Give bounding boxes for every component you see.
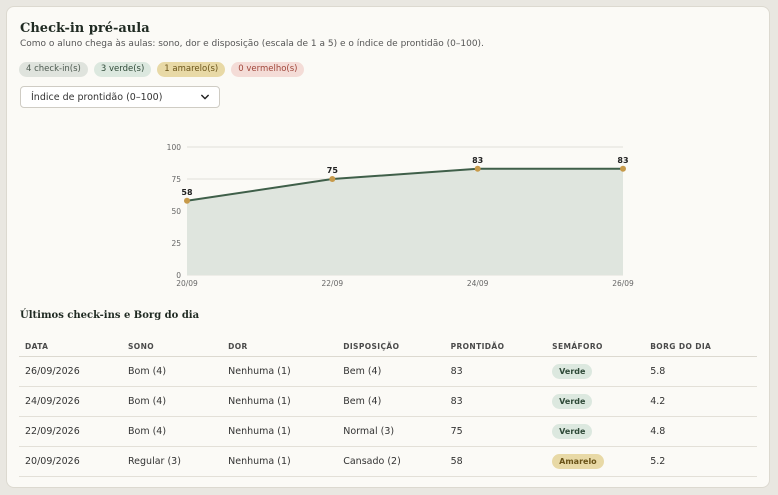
table-body: 26/09/2026 Bom (4) Nenhuma (1) Bem (4) 83 Ver…: [19, 356, 757, 477]
column-header: DATA: [19, 336, 122, 357]
checkin-card: Check-in pré-aula Como o aluno chega às …: [6, 6, 770, 488]
table-cell: Regular (3): [122, 446, 223, 477]
y-tick-label: 25: [171, 239, 181, 248]
table-cell: 24/09/2026: [19, 386, 122, 417]
x-tick-label: 20/09: [176, 279, 198, 288]
table-cell: Amarelo: [546, 446, 645, 477]
table-cell: Bom (4): [122, 356, 223, 387]
y-tick-label: 75: [171, 175, 181, 184]
table-row: 22/09/2026 Bom (4) Nenhuma (1) Normal (3) 75…: [19, 416, 757, 447]
table-cell: Nenhuma (1): [222, 356, 338, 387]
column-header: BORG DO DIA: [644, 336, 757, 357]
chevron-down-icon: [201, 94, 209, 100]
x-tick-label: 26/09: [612, 279, 634, 288]
table-row: 24/09/2026 Bom (4) Nenhuma (1) Bem (4) 83 Ver…: [19, 386, 757, 417]
series-line: [186, 167, 623, 202]
table-cell: 83: [444, 356, 547, 387]
table-cell: Nenhuma (1): [222, 386, 338, 417]
table-title: Últimos check-ins e Borg do dia: [20, 310, 200, 321]
table-cell: Bom (4): [122, 416, 223, 447]
column-header: SEMÁFORO: [546, 336, 645, 357]
y-tick-label: 100: [167, 143, 182, 152]
y-tick-label: 0: [176, 271, 181, 280]
table-cell: 4.8: [644, 416, 757, 447]
y-tick-label: 50: [171, 207, 181, 216]
metric-select[interactable]: Índice de prontidão (0–100): [20, 86, 220, 108]
table-cell: Normal (3): [337, 416, 445, 447]
table-cell: 4.2: [644, 386, 757, 417]
status-badge: Verde: [552, 364, 593, 379]
table-cell: 75: [444, 416, 547, 447]
badge-yellow: 1 amarelo(s): [157, 62, 226, 77]
data-point: [329, 176, 336, 182]
x-tick-label: 22/09: [322, 279, 344, 288]
table-cell: Bem (4): [337, 386, 445, 417]
badge-red: 0 vermelho(s): [231, 62, 305, 77]
table-cell: 83: [444, 386, 547, 417]
column-header: DISPOSIÇÃO: [337, 336, 445, 357]
summary-badges: 4 check-in(s) 3 verde(s) 1 amarelo(s) 0 …: [19, 62, 305, 77]
data-label: 83: [472, 156, 483, 165]
table-cell: Verde: [546, 416, 645, 447]
page-title: Check-in pré-aula: [20, 21, 150, 36]
checkins-table: DATA SONO DOR DISPOSIÇÃO PRONTIDÃO SEMÁFORO BO…: [19, 336, 757, 477]
data-label: 83: [617, 156, 628, 165]
table-header-row: DATA SONO DOR DISPOSIÇÃO PRONTIDÃO SEMÁFORO BO…: [19, 336, 757, 357]
table-cell: 26/09/2026: [19, 356, 122, 387]
table-cell: Nenhuma (1): [222, 446, 338, 477]
column-header: DOR: [222, 336, 338, 357]
x-tick-label: 24/09: [467, 279, 489, 288]
table-cell: 5.2: [644, 446, 757, 477]
table-cell: Verde: [546, 356, 645, 387]
status-badge: Amarelo: [552, 454, 604, 469]
table-cell: Bem (4): [337, 356, 445, 387]
series-area: [187, 168, 623, 275]
data-point: [620, 165, 626, 172]
table-cell: Cansado (2): [337, 446, 445, 477]
page-subtitle: Como o aluno chega às aulas: sono, dor e…: [20, 39, 484, 49]
data-label: 75: [327, 166, 339, 175]
metric-select-value: Índice de prontidão (0–100): [31, 91, 163, 103]
data-label: 58: [181, 188, 193, 197]
data-point: [474, 165, 481, 172]
table-cell: Bom (4): [122, 386, 223, 417]
column-header: SONO: [122, 336, 223, 357]
table-row: 26/09/2026 Bom (4) Nenhuma (1) Bem (4) 83 Ver…: [19, 356, 757, 387]
table-row: 20/09/2026 Regular (3) Nenhuma (1) Cansado …: [19, 446, 757, 477]
table-cell: Verde: [546, 386, 645, 417]
table-cell: 5.8: [644, 356, 757, 387]
table-cell: Nenhuma (1): [222, 416, 338, 447]
table-cell: 22/09/2026: [19, 416, 122, 447]
table-cell: 20/09/2026: [19, 446, 122, 477]
column-header: PRONTIDÃO: [444, 336, 547, 357]
status-badge: Verde: [552, 394, 593, 409]
badge-green: 3 verde(s): [93, 62, 152, 77]
status-badge: Verde: [552, 424, 593, 439]
badge-total: 4 check-in(s): [19, 62, 88, 77]
data-point: [184, 197, 190, 204]
table-cell: 58: [444, 446, 547, 477]
